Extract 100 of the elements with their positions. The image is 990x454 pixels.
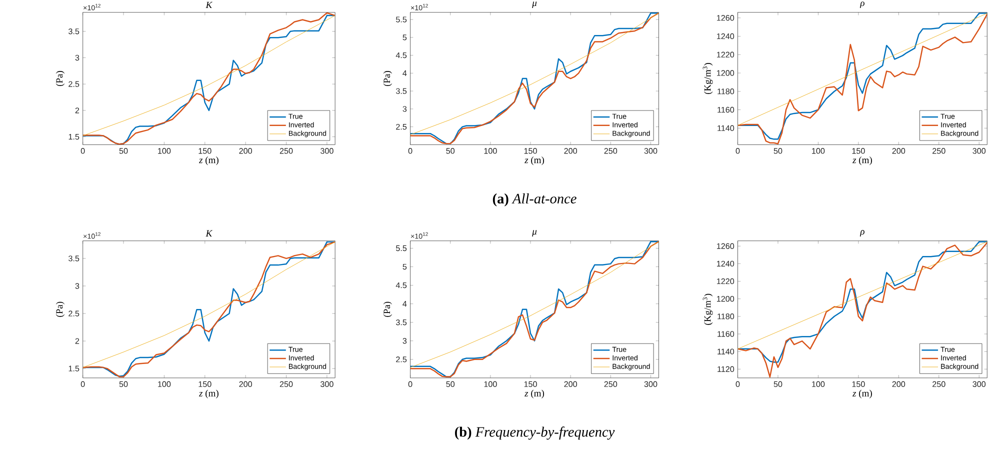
y-axis-title: (Kg/m$^{3}$) xyxy=(702,294,713,325)
y-tick-label: 1220 xyxy=(717,52,734,58)
y-tick-label: 4.5 xyxy=(396,282,407,288)
y-tick-label: 2.5 xyxy=(396,356,407,362)
y-tick-label: 1260 xyxy=(717,14,734,21)
y-tick-label: 5 xyxy=(402,264,407,270)
x-tick-label: 250 xyxy=(280,148,293,154)
x-tick-label: 0 xyxy=(80,381,85,387)
x-tick-label: 0 xyxy=(736,148,740,154)
x-tick-label: 200 xyxy=(892,148,906,154)
x-tick-label: 0 xyxy=(408,381,412,387)
y-axis-title: (Pa) xyxy=(56,302,65,317)
y-axis-title: (Pa) xyxy=(383,302,392,317)
x-tick-label: 300 xyxy=(320,148,334,154)
x-axis-title: z (m) xyxy=(524,156,544,166)
y-axis-title: (Pa) xyxy=(383,70,392,86)
y-tick-label: 3 xyxy=(402,106,407,112)
x-tick-label: 250 xyxy=(604,148,618,154)
text: (a) All-at-once xyxy=(492,193,576,206)
y-tick-label: 2 xyxy=(75,108,80,114)
chart-title: K xyxy=(206,2,213,8)
x-tick-label: 250 xyxy=(932,381,946,387)
x-tick-label: 150 xyxy=(198,148,212,154)
y-tick-label: 1200 xyxy=(717,70,734,76)
x-tick-label: 300 xyxy=(972,381,986,387)
y-tick-label: 1240 xyxy=(717,33,734,40)
x-tick-label: 250 xyxy=(280,381,293,387)
y-tick-label: 1160 xyxy=(718,331,734,337)
x-tick-label: 50 xyxy=(446,148,455,154)
y-tick-label: 3.5 xyxy=(396,88,407,94)
x-tick-label: 50 xyxy=(119,381,128,387)
y-tick-label: 4 xyxy=(402,70,407,76)
x-tick-label: 100 xyxy=(812,148,825,154)
y-tick-label: 3.5 xyxy=(396,319,407,326)
x-tick-label: 200 xyxy=(239,381,252,387)
y-tick-label: 1220 xyxy=(717,278,734,284)
y-tick-label: 1140 xyxy=(718,125,734,131)
y-tick-label: 5.5 xyxy=(396,16,407,22)
x-tick-label: 0 xyxy=(408,148,412,154)
y-tick-label: 2 xyxy=(75,338,80,344)
y-tick-label: 2.5 xyxy=(396,124,407,130)
chart-title: ρ xyxy=(860,230,864,236)
x-tick-label: 50 xyxy=(446,381,455,387)
y-tick-label: 1200 xyxy=(717,296,734,302)
y-tick-label: 4 xyxy=(402,301,407,307)
x-tick-label: 100 xyxy=(484,148,497,154)
y-tick-label: 1260 xyxy=(717,243,734,249)
y-tick-label: 1180 xyxy=(718,88,734,94)
y-tick-label: 3.5 xyxy=(68,256,80,262)
y-tick-label: 2.5 xyxy=(68,81,80,87)
chart-title: μ xyxy=(532,230,537,236)
x-tick-label: 150 xyxy=(524,381,537,387)
x-tick-label: 100 xyxy=(158,381,171,387)
y-tick-label: 3 xyxy=(75,283,80,289)
x-tick-label: 200 xyxy=(892,381,906,387)
x-tick-label: 100 xyxy=(812,381,825,387)
x-tick-label: 200 xyxy=(564,381,578,387)
x-tick-label: 300 xyxy=(644,148,658,154)
y-axis-title: (Pa) xyxy=(56,70,65,86)
chart-title: μ xyxy=(532,2,537,8)
x-tick-label: 100 xyxy=(158,148,171,154)
x-tick-label: 150 xyxy=(852,381,865,387)
y-tick-label: 1160 xyxy=(718,106,734,113)
y-tick-label: 5 xyxy=(402,34,407,40)
text: (b) Frequency-by-frequency xyxy=(454,426,615,440)
x-tick-label: 0 xyxy=(736,381,740,387)
x-tick-label: 250 xyxy=(932,148,946,154)
x-tick-label: 300 xyxy=(972,148,986,154)
x-axis-title: z (m) xyxy=(524,390,544,398)
x-axis-title: z (m) xyxy=(198,156,218,166)
x-tick-label: 0 xyxy=(80,148,85,154)
x-tick-label: 200 xyxy=(564,148,578,154)
y-tick-label: 4.5 xyxy=(396,52,407,58)
x-axis-title: z (m) xyxy=(852,390,872,398)
y-tick-label: 5.5 xyxy=(396,245,407,252)
x-tick-label: 50 xyxy=(774,148,782,154)
x-tick-label: 50 xyxy=(774,381,782,387)
x-tick-label: 250 xyxy=(604,381,618,387)
x-tick-label: 300 xyxy=(320,381,334,387)
x-axis-title: z (m) xyxy=(852,156,872,166)
y-tick-label: 3 xyxy=(402,338,407,344)
y-tick-label: 1120 xyxy=(718,366,734,372)
x-tick-label: 150 xyxy=(198,381,212,387)
y-axis-title: (Kg/m$^{3}$) xyxy=(702,63,713,94)
y-tick-label: 1.5 xyxy=(68,366,80,372)
y-tick-label: 1180 xyxy=(718,314,734,320)
x-tick-label: 150 xyxy=(524,148,537,154)
y-tick-label: 3.5 xyxy=(68,28,80,34)
x-tick-label: 50 xyxy=(119,148,128,154)
x-axis-title: z (m) xyxy=(198,390,218,398)
y-tick-label: 1240 xyxy=(717,260,734,267)
x-tick-label: 200 xyxy=(239,148,252,154)
x-tick-label: 100 xyxy=(484,381,497,387)
chart-title: K xyxy=(206,230,213,236)
x-tick-label: 300 xyxy=(644,381,658,387)
y-tick-label: 3 xyxy=(75,54,80,61)
x-tick-label: 150 xyxy=(852,148,865,154)
y-tick-label: 2.5 xyxy=(68,310,80,316)
chart-title: ρ xyxy=(860,2,864,8)
y-tick-label: 1140 xyxy=(718,348,734,354)
